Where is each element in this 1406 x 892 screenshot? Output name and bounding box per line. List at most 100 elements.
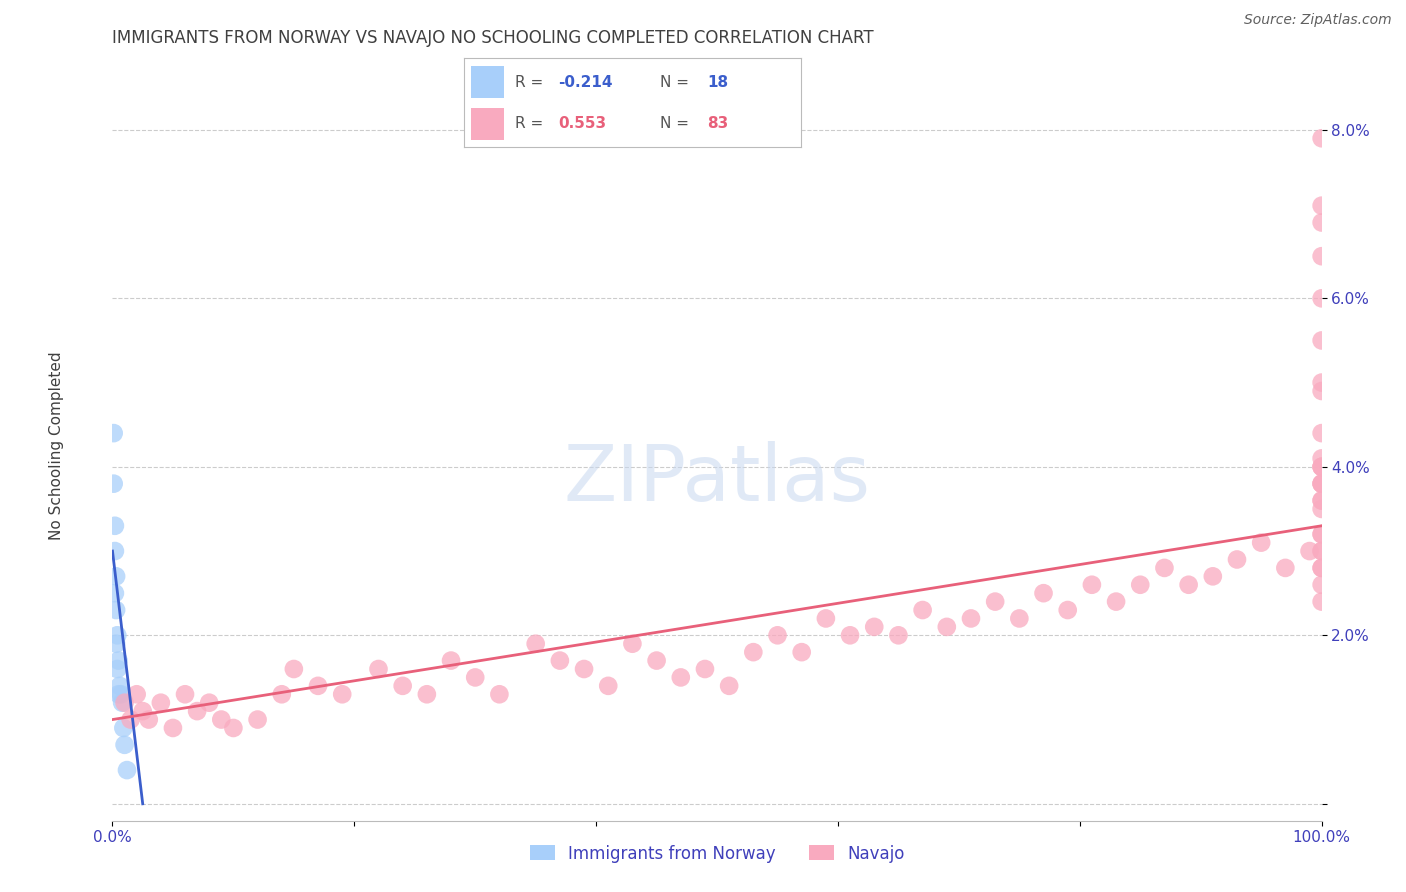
Point <box>107 654 129 668</box>
Point <box>330 687 353 701</box>
Point <box>1310 199 1333 213</box>
Point <box>246 713 269 727</box>
Point <box>1310 493 1333 508</box>
Point <box>138 713 160 727</box>
Point <box>125 687 148 701</box>
Point <box>105 569 128 583</box>
Point <box>524 637 547 651</box>
Point <box>1274 561 1296 575</box>
Point <box>1310 502 1333 516</box>
Point <box>1310 131 1333 145</box>
Point <box>839 628 862 642</box>
Point <box>367 662 389 676</box>
Point <box>149 696 172 710</box>
Point <box>1310 544 1333 558</box>
Point <box>103 476 125 491</box>
Point <box>440 654 463 668</box>
Point <box>669 670 692 684</box>
Point <box>104 544 127 558</box>
Point <box>1032 586 1054 600</box>
Point <box>105 637 128 651</box>
Point <box>111 696 134 710</box>
Point <box>114 696 136 710</box>
Point <box>621 637 644 651</box>
Text: R =: R = <box>515 117 548 131</box>
Point <box>814 611 837 625</box>
Point <box>1310 527 1333 541</box>
Point <box>1310 215 1333 229</box>
Point <box>1105 594 1128 608</box>
Text: Source: ZipAtlas.com: Source: ZipAtlas.com <box>1244 13 1392 28</box>
Text: No Schooling Completed: No Schooling Completed <box>49 351 63 541</box>
Point <box>1310 426 1333 441</box>
Point <box>911 603 934 617</box>
Point <box>742 645 765 659</box>
Point <box>120 713 142 727</box>
Text: ZIPatlas: ZIPatlas <box>564 442 870 517</box>
Point <box>270 687 292 701</box>
Point <box>1310 476 1333 491</box>
Point <box>104 586 127 600</box>
Point <box>1081 578 1104 592</box>
Text: N =: N = <box>659 117 693 131</box>
Point <box>1310 476 1333 491</box>
Point <box>1177 578 1199 592</box>
Point <box>132 704 155 718</box>
Point <box>1226 552 1249 566</box>
Text: -0.214: -0.214 <box>558 75 613 89</box>
Point <box>960 611 983 625</box>
Text: N =: N = <box>659 75 693 89</box>
Point <box>645 654 668 668</box>
Point <box>935 620 957 634</box>
Point <box>391 679 413 693</box>
Point <box>1310 376 1333 390</box>
Point <box>105 603 128 617</box>
Point <box>887 628 910 642</box>
Point <box>1056 603 1078 617</box>
Point <box>283 662 305 676</box>
Point <box>1310 459 1333 474</box>
Text: 0.553: 0.553 <box>558 117 606 131</box>
Text: IMMIGRANTS FROM NORWAY VS NAVAJO NO SCHOOLING COMPLETED CORRELATION CHART: IMMIGRANTS FROM NORWAY VS NAVAJO NO SCHO… <box>112 29 875 47</box>
Point <box>863 620 886 634</box>
Point <box>1310 578 1333 592</box>
Point <box>162 721 184 735</box>
Point <box>1250 535 1272 549</box>
Point <box>1310 291 1333 305</box>
Legend: Immigrants from Norway, Navajo: Immigrants from Norway, Navajo <box>523 838 911 869</box>
Point <box>1310 459 1333 474</box>
Point <box>693 662 716 676</box>
Point <box>766 628 789 642</box>
Text: 83: 83 <box>707 117 728 131</box>
Point <box>1310 561 1333 575</box>
Point <box>1298 544 1320 558</box>
Point <box>105 662 128 676</box>
Point <box>1310 249 1333 263</box>
Point <box>115 763 138 777</box>
Point <box>103 426 125 441</box>
Point <box>1129 578 1152 592</box>
Point <box>110 687 132 701</box>
Point <box>572 662 595 676</box>
Point <box>105 628 128 642</box>
Point <box>1310 334 1333 348</box>
Point <box>1153 561 1175 575</box>
Point <box>112 721 135 735</box>
Point <box>464 670 486 684</box>
Text: R =: R = <box>515 75 548 89</box>
Point <box>1310 476 1333 491</box>
Point <box>104 518 127 533</box>
Text: 18: 18 <box>707 75 728 89</box>
Point <box>1310 493 1333 508</box>
Point <box>174 687 197 701</box>
Point <box>416 687 439 701</box>
Point <box>209 713 232 727</box>
Point <box>1310 561 1333 575</box>
Point <box>1310 544 1333 558</box>
Point <box>107 687 129 701</box>
Point <box>1310 459 1333 474</box>
Point <box>198 696 221 710</box>
Point <box>1202 569 1225 583</box>
FancyBboxPatch shape <box>471 66 505 98</box>
Point <box>307 679 329 693</box>
